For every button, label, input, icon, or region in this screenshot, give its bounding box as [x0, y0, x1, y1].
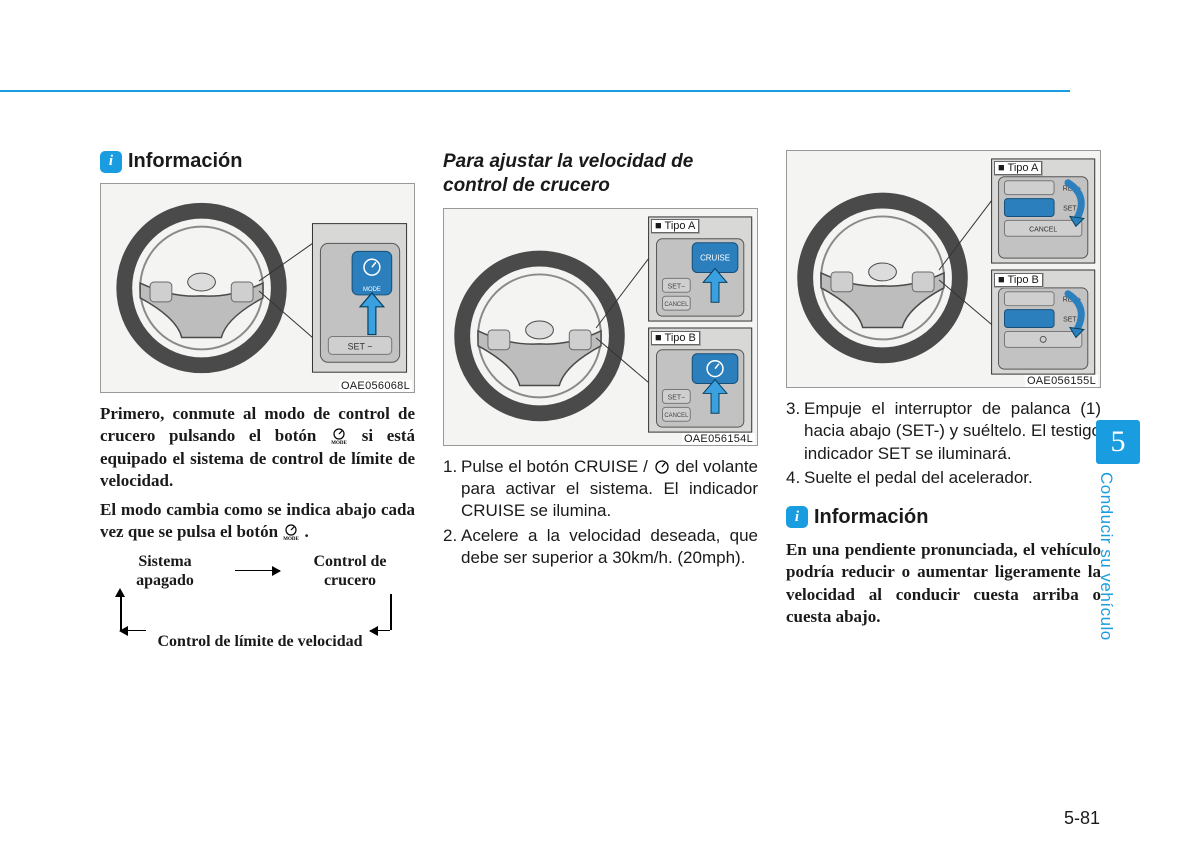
arrow-left-icon — [120, 630, 146, 632]
figure-code-3: OAE056155L — [1025, 375, 1098, 387]
svg-text:CANCEL: CANCEL — [1029, 226, 1057, 233]
figure-1: MODE SET − OAE056068L — [100, 183, 415, 393]
steering-wheel-illustration: CRUISE SET− CANCEL SET− — [444, 209, 759, 445]
side-tab: 5 Conducir su vehículo — [1096, 420, 1140, 720]
step-1: 1. Pulse el botón CRUISE / del volante p… — [443, 456, 758, 523]
inset-label-b: ■ Tipo B — [651, 331, 701, 346]
arrow-left-icon — [370, 630, 390, 632]
step-3: 3. Empuje el interruptor de palanca (1) … — [786, 398, 1101, 465]
col3-info-text: En una pendiente pronunciada, el vehícul… — [786, 539, 1101, 629]
info-heading-text: Información — [814, 506, 928, 529]
column-3: RES+ SET− CANCEL RES+ SET− — [786, 150, 1101, 692]
mode-a: Sistema apagado — [110, 552, 220, 590]
info-icon: i — [100, 151, 122, 173]
inset-label-b: ■ Tipo B — [994, 273, 1044, 288]
arrow-right-icon — [235, 570, 280, 572]
svg-text:CANCEL: CANCEL — [664, 302, 689, 308]
mode-b: Control de crucero — [290, 552, 410, 590]
step-num: 4. — [786, 467, 804, 489]
svg-text:SET −: SET − — [348, 341, 373, 351]
arrow-up-head-icon — [115, 588, 125, 597]
info-heading-text: Información — [128, 150, 242, 173]
figure-2: CRUISE SET− CANCEL SET− — [443, 208, 758, 446]
mode-c: Control de límite de velocidad — [150, 632, 370, 651]
step-4: 4. Suelte el pedal del acelerador. — [786, 467, 1101, 489]
page-content: i Información — [100, 150, 1100, 692]
svg-text:SET−: SET− — [668, 283, 686, 290]
figure-3: RES+ SET− CANCEL RES+ SET− — [786, 150, 1101, 388]
svg-text:CANCEL: CANCEL — [664, 413, 689, 419]
top-rule — [0, 90, 1070, 92]
info-heading-2: i Información — [786, 506, 1101, 529]
chapter-title: Conducir su vehículo — [1096, 472, 1116, 641]
arrow-up-stem — [120, 594, 122, 630]
steering-wheel-illustration: MODE SET − — [101, 184, 416, 392]
step-num: 2. — [443, 525, 461, 570]
column-2: Para ajustar la velocidad de control de … — [443, 150, 758, 692]
col1-p2: El modo cambia como se indica abajo cada… — [100, 499, 415, 544]
svg-text:MODE: MODE — [284, 537, 300, 541]
svg-text:CRUISE: CRUISE — [700, 253, 730, 262]
figure-code-2: OAE056154L — [682, 433, 755, 445]
info-heading-1: i Información — [100, 150, 415, 173]
col2-heading: Para ajustar la velocidad de control de … — [443, 150, 758, 198]
page-number: 5-81 — [1064, 808, 1100, 829]
mode-cycle-diagram: Sistema apagado Control de crucero Contr… — [100, 552, 415, 692]
figure-code-1: OAE056068L — [339, 380, 412, 392]
steering-wheel-illustration: RES+ SET− CANCEL RES+ SET− — [787, 151, 1102, 387]
info-icon: i — [786, 506, 808, 528]
col1-p1: Primero, conmute al modo de control de c… — [100, 403, 415, 493]
inset-label-a: ■ Tipo A — [651, 219, 700, 234]
inset-label-a: ■ Tipo A — [994, 161, 1043, 176]
step-num: 3. — [786, 398, 804, 465]
column-1: i Información — [100, 150, 415, 692]
mode-icon: MODE — [282, 523, 300, 541]
svg-text:SET−: SET− — [668, 394, 686, 401]
step-num: 1. — [443, 456, 461, 523]
step-2: 2. Acelere a la velocidad deseada, que d… — [443, 525, 758, 570]
svg-text:MODE: MODE — [331, 441, 347, 445]
mode-icon: MODE — [330, 427, 348, 445]
cruise-dial-icon — [653, 458, 671, 476]
chapter-number: 5 — [1096, 420, 1140, 464]
arrow-down-icon — [390, 594, 392, 630]
